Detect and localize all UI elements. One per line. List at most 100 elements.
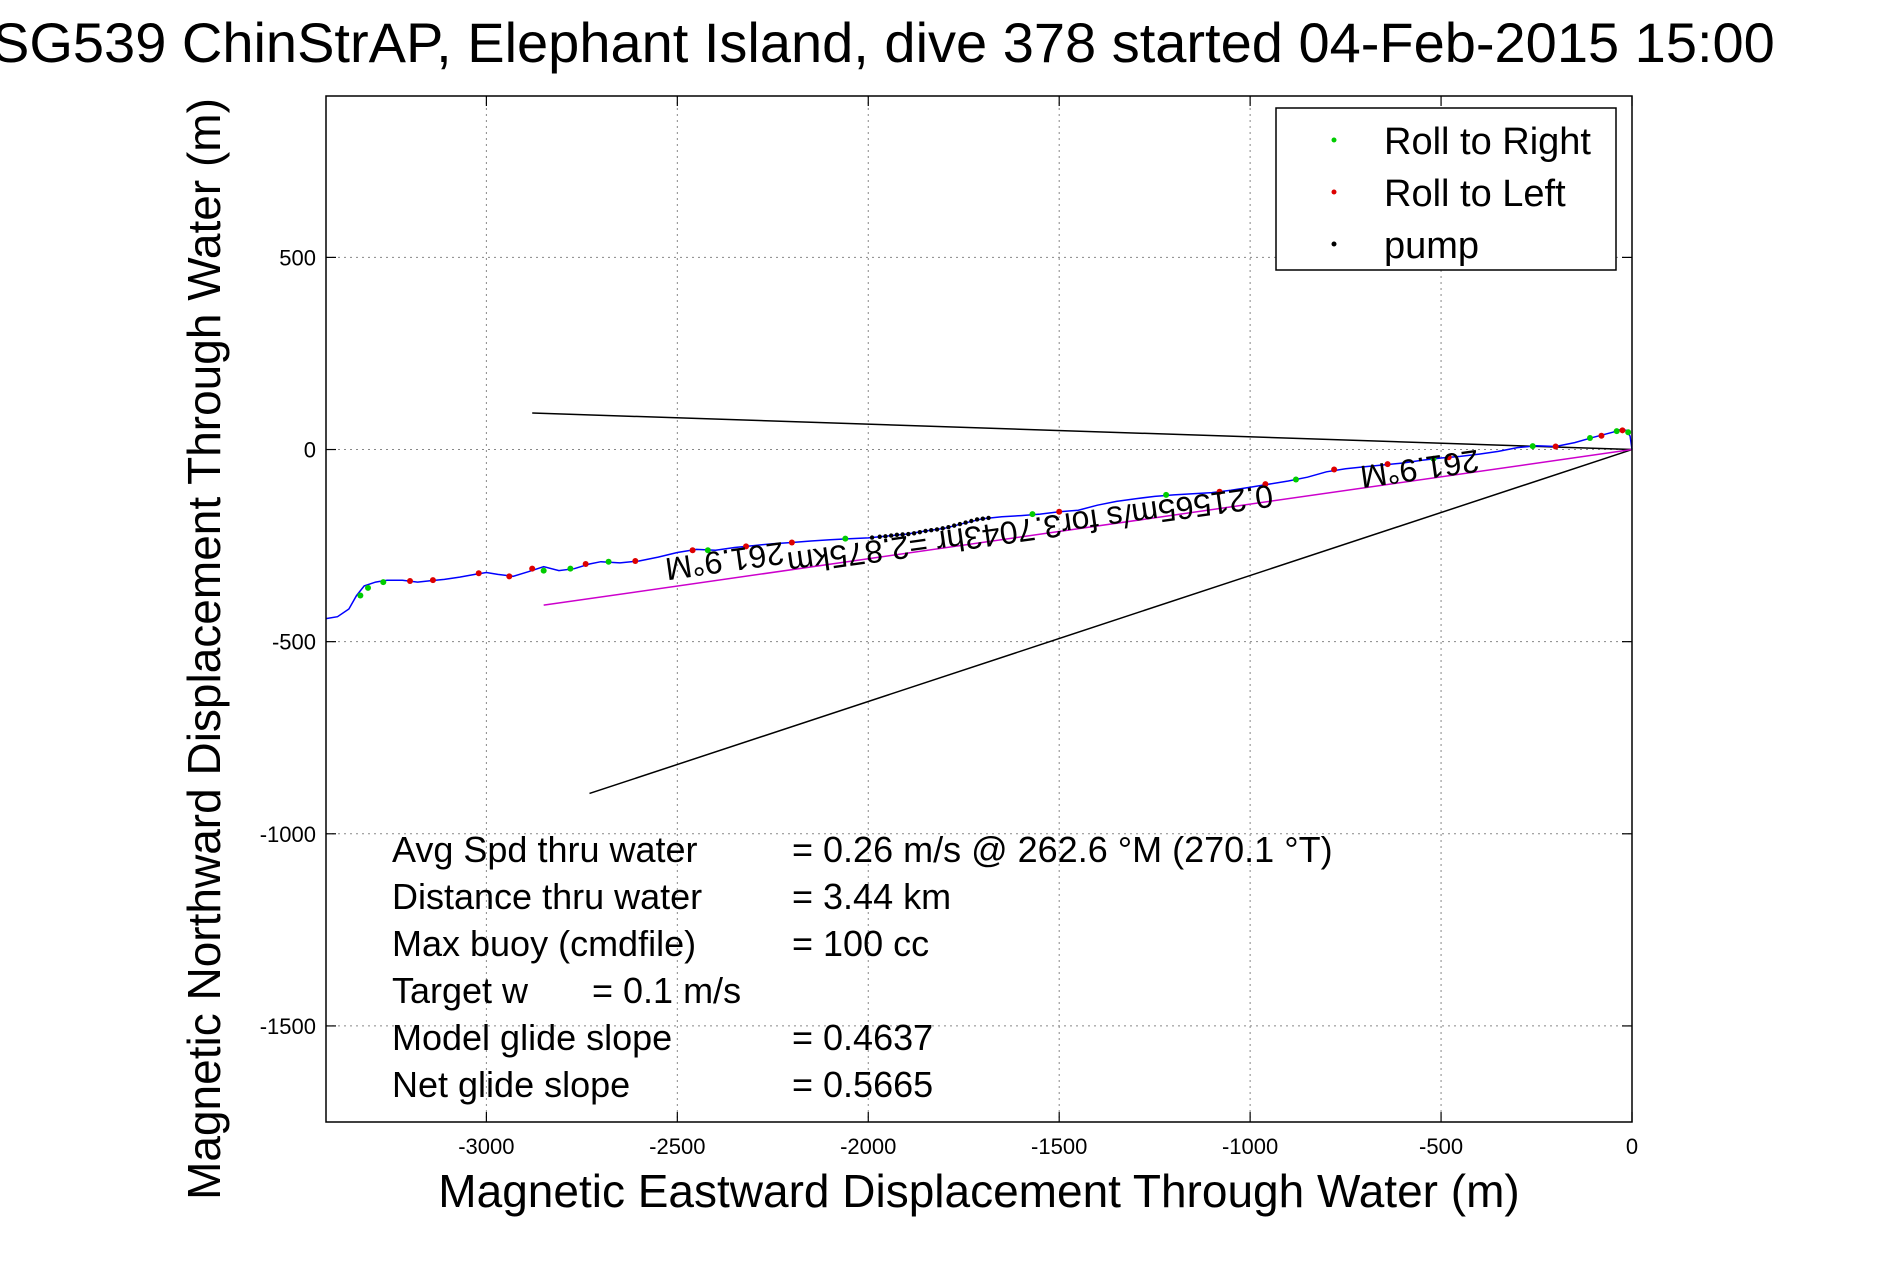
reference-line-heading — [589, 448, 1633, 795]
roll-right-point — [605, 558, 612, 565]
heading-annotation: 261.9°M — [663, 535, 786, 587]
roll-left-point — [632, 557, 639, 564]
pump-point — [957, 521, 963, 527]
pump-point — [986, 515, 991, 521]
stat-label: Target w — [392, 970, 529, 1011]
x-tick-label: -1000 — [1222, 1134, 1278, 1159]
pump-point — [946, 524, 951, 530]
roll-left-point — [1619, 427, 1626, 434]
stat-label: Distance thru water — [392, 876, 702, 917]
roll-right-point — [1029, 511, 1036, 518]
legend-marker — [1331, 137, 1337, 143]
reference-line-current — [532, 412, 1633, 451]
stat-value: = 0.26 m/s @ 262.6 °M (270.1 °T) — [792, 829, 1333, 870]
pump-point — [923, 528, 928, 534]
y-tick-label: -1000 — [260, 822, 316, 847]
pump-point — [929, 528, 934, 533]
pump-point — [869, 535, 875, 540]
roll-right-point — [1613, 428, 1620, 435]
roll-right-point — [540, 567, 547, 574]
pump-point — [917, 529, 923, 535]
roll-left-point — [743, 543, 750, 550]
y-tick-label: -1500 — [260, 1014, 316, 1039]
pump-point — [969, 518, 974, 524]
y-axis-label: Magnetic Northward Displacement Through … — [178, 98, 230, 1200]
roll-right-point — [1430, 455, 1437, 462]
legend-marker — [1331, 241, 1337, 247]
pump-point — [883, 534, 888, 539]
legend-label: Roll to Right — [1384, 121, 1591, 163]
roll-left-point — [1445, 454, 1452, 461]
pump-point — [894, 532, 900, 538]
roll-left-point — [582, 561, 589, 568]
roll-left-point — [1262, 481, 1269, 488]
roll-right-point — [842, 535, 849, 542]
legend: Roll to Right Roll to Left pump — [1275, 107, 1617, 271]
x-tick-label: -2000 — [840, 1134, 896, 1159]
roll-left-point — [1331, 466, 1338, 473]
heading-annotation: 261.9°M — [1358, 443, 1481, 495]
roll-right-point — [1625, 429, 1632, 436]
legend-label: Roll to Left — [1384, 173, 1566, 215]
roll-right-point — [365, 584, 372, 591]
x-axis-label: Magnetic Eastward Displacement Through W… — [438, 1165, 1519, 1217]
roll-left-point — [529, 565, 536, 572]
legend-label: pump — [1384, 225, 1479, 267]
pump-point — [877, 534, 882, 539]
roll-left-point — [1384, 461, 1391, 468]
y-tick-label: 500 — [279, 245, 316, 270]
roll-left-point — [506, 573, 513, 580]
pump-point — [906, 531, 911, 537]
roll-left-point — [429, 577, 436, 584]
pump-point — [911, 531, 917, 536]
roll-left-point — [1598, 432, 1605, 439]
roll-right-point — [380, 579, 387, 586]
x-tick-label: -1500 — [1031, 1134, 1087, 1159]
pump-point — [974, 517, 980, 522]
y-tick-label: 0 — [304, 438, 316, 463]
stat-value: = 3.44 km — [792, 876, 951, 917]
roll-left-point — [788, 539, 795, 546]
plot-frame — [325, 95, 1633, 1123]
stat-value: = 0.5665 — [792, 1064, 933, 1105]
stat-label: Model glide slope — [392, 1017, 672, 1058]
roll-left-point — [689, 547, 696, 554]
pump-point — [980, 516, 986, 521]
roll-left-point — [1552, 443, 1559, 450]
roll-right-point — [1292, 476, 1299, 483]
x-tick-label: -3000 — [458, 1134, 514, 1159]
roll-right-point — [1529, 443, 1536, 450]
stat-label: Net glide slope — [392, 1064, 630, 1105]
stat-value: = 0.4637 — [792, 1017, 933, 1058]
roll-right-point — [704, 547, 711, 554]
annotation-layer: 261.9°M0.21565m/s for3.7043hr =2.875km26… — [663, 443, 1481, 588]
stat-label: Avg Spd thru water — [392, 829, 698, 870]
stat-label: Max buoy (cmdfile) — [392, 923, 696, 964]
roll-left-point — [1056, 508, 1063, 515]
legend-marker — [1331, 189, 1337, 195]
pump-point — [951, 523, 957, 528]
marker-layer — [357, 427, 1632, 599]
tick-labels: -3000 -2500 -2000 -1500 -1000 -500 0 500 0 -500 -1… — [260, 245, 1638, 1159]
reference-line-course — [543, 448, 1633, 606]
x-tick-label: 0 — [1626, 1134, 1638, 1159]
y-tick-label: -500 — [272, 630, 316, 655]
roll-left-point — [1216, 488, 1223, 495]
pump-point — [934, 527, 940, 532]
reference-lines — [532, 412, 1633, 795]
roll-left-point — [407, 577, 414, 584]
heading-annotation: 0.21565m/s for3.7043hr =2.875km — [785, 478, 1275, 582]
stat-value: = 0.1 m/s — [592, 970, 741, 1011]
roll-right-point — [1586, 435, 1593, 441]
pump-point — [888, 533, 894, 538]
roll-left-point — [475, 570, 482, 577]
pump-point — [963, 520, 968, 525]
roll-right-point — [567, 565, 574, 572]
x-tick-label: -500 — [1419, 1134, 1463, 1159]
roll-right-point — [357, 592, 364, 599]
pump-point — [900, 532, 905, 537]
stats-block: Avg Spd thru water = 0.26 m/s @ 262.6 °M … — [392, 829, 1333, 1105]
chart-title: SG539 ChinStrAP, Elephant Island, dive 3… — [0, 11, 1775, 74]
pump-point — [940, 526, 945, 531]
